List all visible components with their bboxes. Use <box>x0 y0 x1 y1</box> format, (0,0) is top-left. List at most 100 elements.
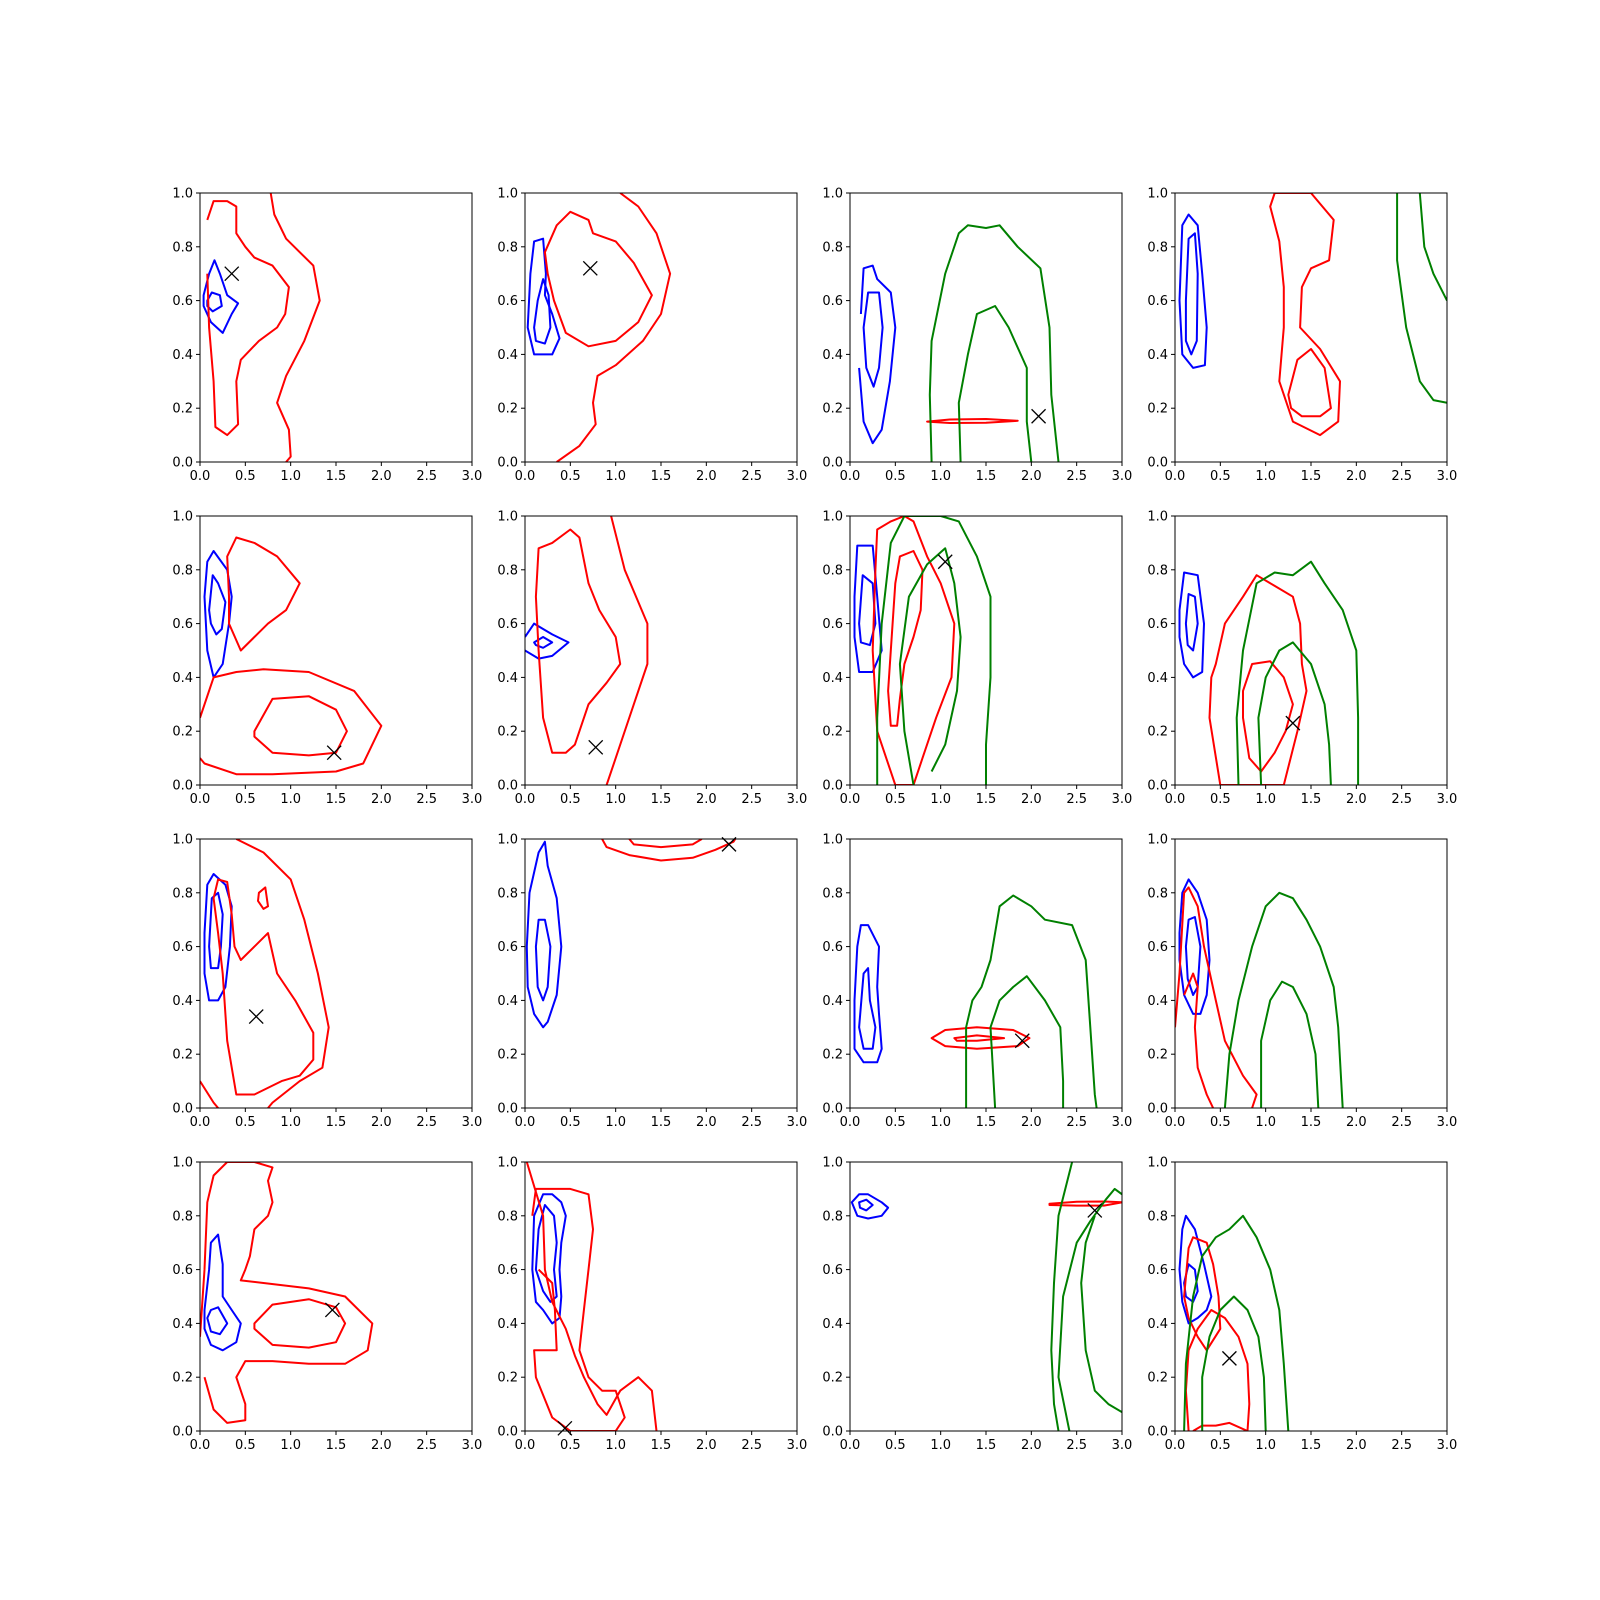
green-contour-line <box>1418 193 1447 302</box>
y-tick-label: 0.2 <box>822 1371 843 1386</box>
red-contour-line <box>871 516 956 785</box>
x-tick-label: 2.5 <box>416 792 437 807</box>
x-tick-label: 0.0 <box>515 469 536 484</box>
x-tick-label: 2.5 <box>1391 1438 1412 1453</box>
y-tick-label: 0.0 <box>172 1425 193 1440</box>
x-tick-label: 1.0 <box>280 469 301 484</box>
subplot-4-4: 0.0 0.5 1.0 1.5 2.0 2.5 3.0 0.0 0.2 0.4 0.6 0.8 1.0 <box>1147 1156 1457 1454</box>
y-tick-label: 0.6 <box>172 294 193 309</box>
x-tick-label: 1.0 <box>930 1115 951 1130</box>
x-tick-label: 1.5 <box>651 1438 672 1453</box>
x-tick-label: 3.0 <box>1112 469 1133 484</box>
y-tick-label: 0.6 <box>497 617 518 632</box>
red-contour-line <box>1175 886 1258 1108</box>
red-contour-line <box>556 193 672 462</box>
x-tick-label: 2.0 <box>1346 1115 1367 1130</box>
red-contour-line <box>253 1298 347 1349</box>
x-marker <box>557 1420 573 1436</box>
contour-group <box>200 1162 374 1424</box>
x-tick-label: 1.0 <box>930 469 951 484</box>
y-tick-label: 0.6 <box>497 940 518 955</box>
y-tick-label: 0.2 <box>1147 1048 1168 1063</box>
x-tick-label: 1.5 <box>976 469 997 484</box>
x-tick-label: 2.0 <box>1021 1438 1042 1453</box>
y-tick-label: 0.8 <box>822 1209 843 1224</box>
x-tick-label: 0.0 <box>515 792 536 807</box>
y-tick-label: 0.8 <box>497 563 518 578</box>
x-tick-label: 1.0 <box>1255 1115 1276 1130</box>
red-contour-line <box>1184 1309 1251 1431</box>
x-tick-label: 1.5 <box>326 1115 347 1130</box>
x-tick-label: 1.0 <box>930 792 951 807</box>
y-tick-label: 0.4 <box>822 671 843 686</box>
x-tick-label: 0.5 <box>885 469 906 484</box>
x-tick-label: 0.0 <box>190 1438 211 1453</box>
green-contour-line <box>1223 891 1344 1108</box>
axes-frame <box>524 192 798 463</box>
y-tick-label: 0.4 <box>1147 671 1168 686</box>
red-contour-line <box>601 839 737 862</box>
x-tick-label: 0.0 <box>1165 1115 1186 1130</box>
y-tick-label: 0.8 <box>497 240 518 255</box>
x-tick-label: 0.0 <box>840 469 861 484</box>
y-tick-label: 0.2 <box>172 402 193 417</box>
red-contour-line <box>212 878 315 1096</box>
subplot-4-3: 0.0 0.5 1.0 1.5 2.0 2.5 3.0 0.0 0.2 0.4 0.6 0.8 1.0 <box>822 1156 1132 1454</box>
y-tick-label: 0.2 <box>497 402 518 417</box>
y-tick-label: 0.6 <box>822 940 843 955</box>
green-contour-line <box>1260 980 1320 1108</box>
y-tick-label: 0.0 <box>497 779 518 794</box>
x-tick-label: 2.0 <box>1021 1115 1042 1130</box>
x-tick-label: 2.5 <box>741 469 762 484</box>
x-tick-label: 2.5 <box>1066 469 1087 484</box>
y-tick-label: 0.2 <box>172 725 193 740</box>
x-tick-label: 3.0 <box>1437 469 1458 484</box>
x-tick-label: 1.5 <box>651 469 672 484</box>
y-tick-label: 0.0 <box>172 1102 193 1117</box>
y-tick-label: 0.8 <box>172 1209 193 1224</box>
x-tick-label: 1.0 <box>280 1438 301 1453</box>
green-contour-line <box>898 547 962 785</box>
subplot-3-4: 0.0 0.5 1.0 1.5 2.0 2.5 3.0 0.0 0.2 0.4 0.6 0.8 1.0 <box>1147 833 1457 1131</box>
x-tick-label: 0.5 <box>885 1115 906 1130</box>
red-contour-line <box>534 528 622 754</box>
subplot-2-2: 0.0 0.5 1.0 1.5 2.0 2.5 3.0 0.0 0.2 0.4 0.6 0.8 1.0 <box>497 510 807 808</box>
y-tick-label: 0.4 <box>497 671 518 686</box>
y-tick-label: 1.0 <box>172 187 193 202</box>
x-tick-label: 1.5 <box>1301 1115 1322 1130</box>
green-contour-line <box>1257 641 1332 785</box>
blue-contour-line <box>208 574 227 636</box>
red-contour-line <box>1287 348 1332 418</box>
y-tick-label: 0.4 <box>1147 1317 1168 1332</box>
x-tick-label: 1.0 <box>280 792 301 807</box>
x-tick-label: 1.0 <box>605 469 626 484</box>
y-tick-label: 0.2 <box>1147 402 1168 417</box>
y-tick-label: 0.8 <box>497 886 518 901</box>
x-marker <box>1285 715 1301 731</box>
green-contour-line <box>1057 1187 1122 1431</box>
x-tick-label: 2.0 <box>696 1115 717 1130</box>
blue-contour-line <box>858 1198 874 1212</box>
red-contour-line <box>1183 1236 1222 1352</box>
blue-contour-line <box>203 1233 242 1352</box>
x-tick-label: 2.0 <box>371 792 392 807</box>
y-tick-label: 1.0 <box>822 1156 843 1171</box>
blue-contour-line <box>533 636 554 649</box>
green-contour-line <box>1183 1214 1290 1431</box>
x-tick-label: 2.5 <box>416 469 437 484</box>
x-tick-label: 2.0 <box>371 1115 392 1130</box>
contour-group <box>526 193 672 462</box>
red-contour-line <box>525 1162 658 1431</box>
red-contour-line <box>926 418 1019 424</box>
x-tick-label: 1.0 <box>930 1438 951 1453</box>
x-tick-label: 0.0 <box>840 1438 861 1453</box>
x-tick-label: 3.0 <box>1437 1438 1458 1453</box>
y-tick-label: 0.2 <box>1147 725 1168 740</box>
x-tick-label: 0.0 <box>515 1115 536 1130</box>
blue-contour-line <box>525 840 563 1029</box>
y-tick-label: 0.0 <box>822 1425 843 1440</box>
y-tick-label: 0.2 <box>1147 1371 1168 1386</box>
subplot-2-4: 0.0 0.5 1.0 1.5 2.0 2.5 3.0 0.0 0.2 0.4 0.6 0.8 1.0 <box>1147 510 1457 808</box>
x-tick-label: 1.0 <box>605 1115 626 1130</box>
x-tick-label: 0.5 <box>560 1438 581 1453</box>
